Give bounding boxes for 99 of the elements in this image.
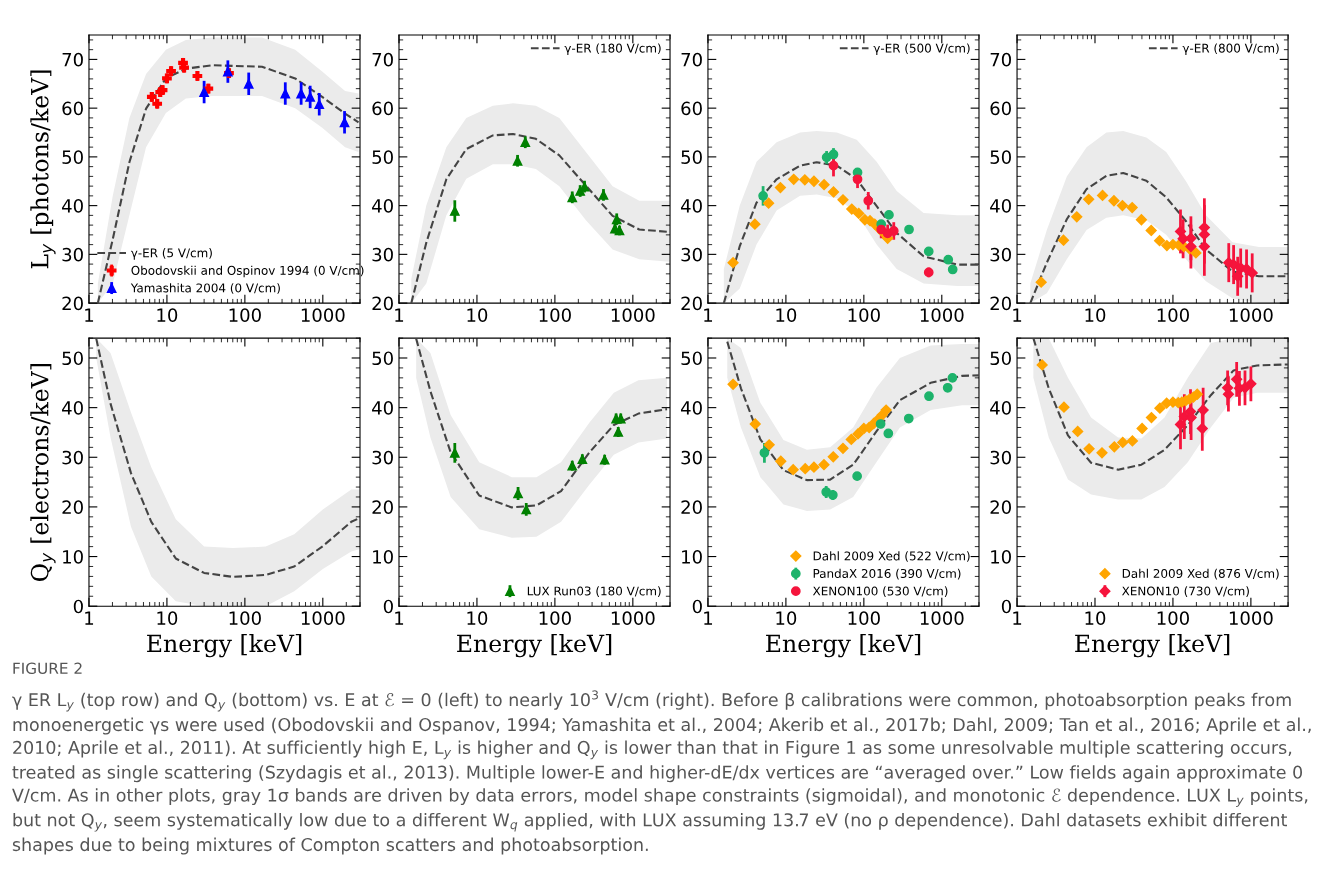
caption: FIGURE 2 — [13, 662, 82, 675]
y-tick-label: 70 — [990, 52, 1011, 67]
y-tick-label: 30 — [62, 247, 83, 262]
y-tick-label: 40 — [62, 401, 83, 415]
x-tick-label: 1 — [395, 611, 404, 625]
x-tick-label: 10 — [157, 308, 178, 322]
x-tick-label: 100 — [539, 308, 571, 322]
x-tick-label: 10 — [1085, 611, 1106, 626]
x-axis-title: Energy [keV] — [766, 634, 921, 658]
y-tick-label: 50 — [990, 150, 1011, 164]
x-tick-label: 100 — [229, 611, 261, 626]
y-tick-label: 40 — [372, 199, 393, 213]
y-tick-label: 30 — [990, 247, 1011, 262]
x-tick-label: 100 — [229, 308, 261, 322]
legend-label: LUX Run03 (180 V/cm) — [527, 586, 661, 597]
x-tick-label: 10 — [1085, 308, 1106, 322]
x-tick-label: 1 — [85, 611, 94, 625]
y-tick-label: 30 — [681, 247, 702, 262]
legend-label: γ-ER (800 V/cm) — [1182, 43, 1279, 55]
legend-label: XENON100 (530 V/cm) — [812, 586, 948, 597]
y-tick-label: 50 — [681, 351, 702, 366]
y-tick-label: 40 — [990, 401, 1011, 415]
legend-label: Yamashita 2004 (0 V/cm) — [130, 283, 280, 294]
x-tick-label: 1 — [1013, 308, 1022, 322]
y-tick-label: 20 — [681, 296, 702, 311]
x-tick-label: 10 — [467, 611, 488, 626]
legend-label: γ-ER (500 V/cm) — [873, 43, 970, 55]
y-tick-label: 30 — [681, 450, 702, 465]
y-tick-label: 0 — [1001, 599, 1011, 614]
y-tick-label: 50 — [372, 351, 393, 366]
y-tick-label: 30 — [372, 247, 393, 262]
x-tick-label: 10 — [776, 308, 797, 322]
x-tick-label: 100 — [848, 611, 880, 626]
y-tick-label: 60 — [681, 101, 702, 116]
y-tick-label: 20 — [990, 296, 1011, 311]
y-tick-label: 40 — [681, 199, 702, 213]
x-axis-title: Energy [keV] — [1075, 634, 1230, 658]
y-tick-label: 50 — [990, 351, 1011, 366]
x-tick-label: 10 — [467, 308, 488, 322]
legend-label: γ-ER (180 V/cm) — [564, 43, 661, 55]
y-tick-label: 10 — [63, 550, 83, 564]
y-tick-label: 40 — [681, 401, 702, 415]
y-tick-label: 70 — [372, 52, 393, 67]
y-tick-label: 10 — [991, 550, 1011, 564]
x-tick-label: 1000 — [920, 611, 964, 626]
x-tick-label: 10 — [776, 611, 797, 626]
y-tick-label: 40 — [372, 401, 393, 415]
legend-label: Dahl 2009 Xed (876 V/cm) — [1122, 568, 1279, 580]
y-tick-label: 10 — [682, 550, 702, 564]
y-tick-label: 20 — [372, 500, 393, 515]
x-tick-label: 1000 — [611, 611, 655, 626]
legend-label: γ-ER (5 V/cm) — [130, 248, 212, 260]
y-tick-label: 20 — [62, 500, 83, 515]
text: γ ER L$_{y}$ (top row) and Q$_{y}$ (bottom) vs. E at ℰ = 0 (left) to nearly 10$^{3}$ V/cm (right). Before β calibrations were common, photoabsorption peaks from monoenergetic γs were used (Obodovskii and Ospanov, 1994; Yamashita et al., 2004; Akerib et al., 2017b; Dahl, 2009; Tan et al., 2016; Aprile et al., 2010; Aprile et al., 2011). At sufficiently high E, L$_{y}$ is higher and Q$_{y}$ is lower than that in Figure 1 as some unresolvable multiple scattering occurs, treated as single scattering (Szydagis et al., 2013). Multiple lower-E and higher-dE/dx vertices are “averaged over.” Low fields again approximate 0 V/cm. As in other plots, gray 1σ bands are driven by data errors, model shape constraints (sigmoidal), and monotonic ℰ dependence. LUX L$_{y}$ points, but not Q$_{y}$, seem systematically low due to a different W$_{q}$ applied, with LUX assuming 13.7 eV (no ρ dependence). Dahl datasets exhibit different shapes due to being mixtures of Compton scatters and photoabsorption. — [12, 690, 1311, 855]
y-axis-title: L$_{y}$ [photons/keV] — [30, 70, 56, 269]
legend-label: Dahl 2009 Xed (522 V/cm) — [813, 551, 970, 562]
y-tick-label: 0 — [383, 599, 393, 614]
x-tick-label: 1000 — [1229, 611, 1273, 626]
y-tick-label: 60 — [62, 101, 83, 116]
legend-label: XENON10 (730 V/cm) — [1121, 586, 1249, 597]
legend-label: PandaX 2016 (390 V/cm) — [813, 568, 961, 580]
y-tick-label: 40 — [990, 199, 1011, 213]
x-tick-label: 100 — [539, 611, 571, 626]
x-tick-label: 1 — [85, 308, 94, 322]
y-tick-label: 30 — [990, 450, 1011, 465]
x-tick-label: 100 — [1157, 308, 1189, 322]
y-tick-label: 50 — [62, 150, 83, 164]
x-axis-title: Energy [keV] — [457, 634, 612, 658]
y-tick-label: 70 — [62, 52, 83, 67]
y-axis-title: Q$_{y}$ [electrons/keV] — [30, 364, 56, 581]
y-tick-label: 20 — [372, 296, 393, 311]
y-tick-label: 30 — [62, 450, 83, 465]
x-tick-label: 1 — [395, 308, 404, 322]
x-tick-label: 1000 — [301, 611, 345, 626]
y-tick-label: 20 — [62, 296, 83, 311]
x-tick-label: 10 — [157, 611, 178, 626]
y-tick-label: 20 — [990, 500, 1011, 515]
x-tick-label: 1 — [1013, 611, 1022, 625]
x-tick-label: 1000 — [1229, 308, 1273, 322]
x-tick-label: 100 — [1157, 611, 1189, 626]
y-tick-label: 40 — [62, 199, 83, 213]
y-tick-label: 60 — [372, 101, 393, 116]
y-tick-label: 10 — [373, 550, 393, 564]
y-tick-label: 0 — [692, 599, 702, 614]
x-tick-label: 1 — [704, 308, 713, 322]
y-tick-label: 30 — [372, 450, 393, 465]
x-tick-label: 100 — [848, 308, 880, 322]
x-tick-label: 1000 — [301, 308, 345, 322]
y-tick-label: 70 — [681, 52, 702, 67]
y-tick-label: 20 — [681, 500, 702, 515]
y-tick-label: 50 — [681, 150, 702, 164]
y-tick-label: 50 — [62, 351, 83, 366]
y-tick-label: 0 — [73, 599, 83, 614]
x-tick-label: 1000 — [611, 308, 655, 322]
x-tick-label: 1000 — [920, 308, 964, 322]
y-tick-label: 50 — [372, 150, 393, 164]
y-tick-label: 60 — [990, 101, 1011, 116]
x-axis-title: Energy [keV] — [147, 634, 302, 658]
x-tick-label: 1 — [704, 611, 713, 625]
